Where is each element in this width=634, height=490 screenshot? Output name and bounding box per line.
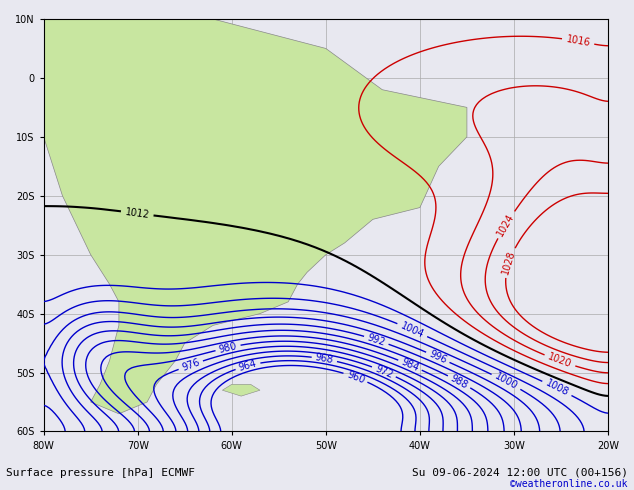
Text: 984: 984 bbox=[399, 357, 420, 373]
Text: 980: 980 bbox=[218, 341, 238, 355]
Polygon shape bbox=[44, 19, 467, 414]
Text: 1020: 1020 bbox=[547, 352, 573, 370]
Text: 1016: 1016 bbox=[566, 34, 591, 48]
Text: ©weatheronline.co.uk: ©weatheronline.co.uk bbox=[510, 479, 628, 489]
Polygon shape bbox=[223, 384, 260, 396]
Text: 1028: 1028 bbox=[501, 249, 517, 276]
Text: 1008: 1008 bbox=[544, 378, 570, 398]
Text: 1000: 1000 bbox=[493, 371, 519, 392]
Text: 988: 988 bbox=[449, 373, 470, 391]
Text: Surface pressure [hPa] ECMWF: Surface pressure [hPa] ECMWF bbox=[6, 468, 195, 478]
Text: 972: 972 bbox=[373, 363, 394, 380]
Text: 964: 964 bbox=[238, 359, 258, 373]
Text: 996: 996 bbox=[427, 349, 448, 366]
Text: Su 09-06-2024 12:00 UTC (00+156): Su 09-06-2024 12:00 UTC (00+156) bbox=[411, 468, 628, 478]
Text: 960: 960 bbox=[346, 369, 366, 385]
Text: 1024: 1024 bbox=[495, 212, 517, 238]
Text: 1004: 1004 bbox=[399, 320, 425, 340]
Text: 992: 992 bbox=[366, 332, 387, 348]
Text: 968: 968 bbox=[314, 352, 334, 366]
Text: 1012: 1012 bbox=[124, 207, 150, 220]
Text: 976: 976 bbox=[180, 357, 201, 373]
